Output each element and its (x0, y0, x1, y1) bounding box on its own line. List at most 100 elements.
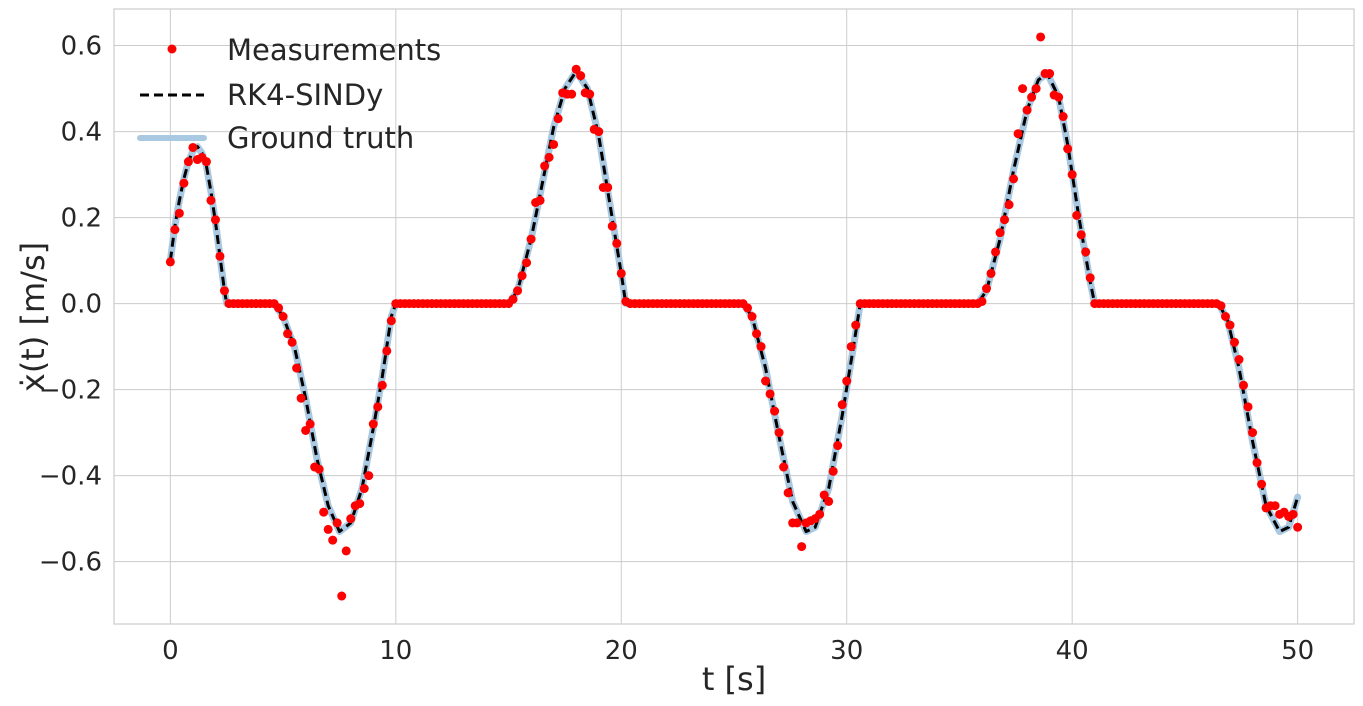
measurement-point (1018, 84, 1028, 94)
measurement-point (219, 286, 229, 296)
measurement-point (991, 247, 1001, 257)
measurement-point (815, 509, 825, 519)
plot-area (165, 32, 1303, 601)
measurement-point (346, 514, 356, 524)
y-tick-label: −0.6 (39, 548, 102, 578)
measurement-point (359, 484, 369, 494)
measurement-point (982, 284, 992, 294)
measurement-point (368, 419, 378, 429)
measurement-point (1045, 69, 1055, 79)
measurement-point (1252, 458, 1262, 468)
measurement-point (215, 251, 225, 261)
rk4-sindy-line (168, 69, 1300, 534)
measurement-point (296, 393, 306, 403)
measurement-point (1257, 479, 1267, 489)
measurement-point (1063, 144, 1073, 154)
measurement-point (337, 591, 347, 601)
measurement-point (995, 228, 1005, 238)
measurement-point (364, 471, 374, 481)
measurement-point (612, 238, 622, 248)
y-tick-label: −0.2 (39, 376, 102, 406)
y-tick-label: 0.2 (61, 204, 102, 234)
measurement-point (1072, 210, 1082, 220)
measurement-point (783, 488, 793, 498)
measurement-point (544, 152, 554, 162)
measurement-point (206, 195, 216, 205)
measurement-point (1081, 247, 1091, 257)
measurement-point (1234, 355, 1244, 365)
measurement-point (779, 462, 789, 472)
measurement-point (837, 400, 847, 410)
measurement-point (377, 380, 387, 390)
measurement-point (1054, 92, 1064, 102)
measurement-point (576, 71, 586, 81)
measurement-point (1027, 92, 1037, 102)
measurement-point (328, 535, 338, 545)
measurement-point (1288, 509, 1298, 519)
measurement-point (824, 496, 834, 506)
measurement-point (1004, 200, 1014, 210)
measurement-point (756, 342, 766, 352)
measurement-point (1022, 105, 1032, 115)
measurement-point (607, 221, 617, 231)
measurement-point (761, 376, 771, 386)
measurement-point (770, 406, 780, 416)
measurement-point (508, 294, 518, 304)
measurement-point (1225, 320, 1235, 330)
measurement-point (1067, 170, 1077, 180)
measurement-point (585, 89, 595, 99)
measurement-point (616, 268, 626, 278)
measurement-point (183, 157, 193, 167)
measurement-point (355, 499, 365, 509)
measurement-point (792, 518, 802, 528)
measurement-point (1243, 402, 1253, 412)
y-axis-label: ẋ(t) [m/s] (14, 242, 52, 392)
x-tick-label: 50 (1281, 636, 1314, 666)
x-tick-label: 30 (830, 636, 863, 666)
measurement-point (603, 182, 613, 192)
measurement-point (540, 161, 550, 171)
measurement-point (165, 257, 175, 267)
measurement-point (526, 234, 536, 244)
x-axis-label: t [s] (702, 660, 766, 698)
measurement-point (382, 346, 392, 356)
measurement-point (323, 524, 333, 534)
measurement-point (1036, 32, 1046, 42)
measurement-point (743, 303, 753, 313)
measurement-point (1009, 174, 1019, 184)
measurement-point (747, 312, 757, 321)
measurement-point (1293, 522, 1303, 532)
measurement-point (774, 428, 784, 438)
legend-marker-measurements (167, 44, 177, 54)
measurement-point (833, 441, 843, 451)
x-tick-label: 10 (379, 636, 412, 666)
measurement-point (287, 337, 297, 347)
measurement-point (332, 518, 342, 528)
measurement-point (188, 142, 198, 152)
measurement-point (201, 157, 211, 167)
measurement-point (1013, 129, 1023, 139)
measurement-point (535, 195, 545, 205)
measurement-point (553, 114, 563, 124)
measurement-point (842, 376, 852, 386)
y-tick-label: 0.4 (61, 118, 102, 148)
measurement-point (174, 208, 184, 218)
measurement-point (179, 178, 189, 188)
measurement-point (292, 363, 302, 373)
measurement-point (274, 303, 284, 313)
measurement-point (513, 286, 523, 296)
legend-label-rk4-sindy: RK4-SINDy (227, 78, 383, 112)
y-tick-label: 0.0 (61, 290, 102, 320)
measurement-point (373, 402, 383, 412)
legend-label-measurements: Measurements (227, 33, 441, 67)
measurement-point (305, 419, 315, 429)
measurement-point (571, 64, 581, 74)
tick-labels: 0 10 20 30 40 50 −0.6 −0.4 −0.2 0.0 0.2 0.4 0.6 (39, 32, 1314, 666)
y-tick-label: 0.6 (61, 32, 102, 62)
measurement-point (765, 389, 775, 399)
x-tick-label: 0 (162, 636, 179, 666)
measurement-point (549, 139, 559, 149)
measurement-point (977, 296, 987, 306)
measurement-point (1031, 84, 1041, 94)
